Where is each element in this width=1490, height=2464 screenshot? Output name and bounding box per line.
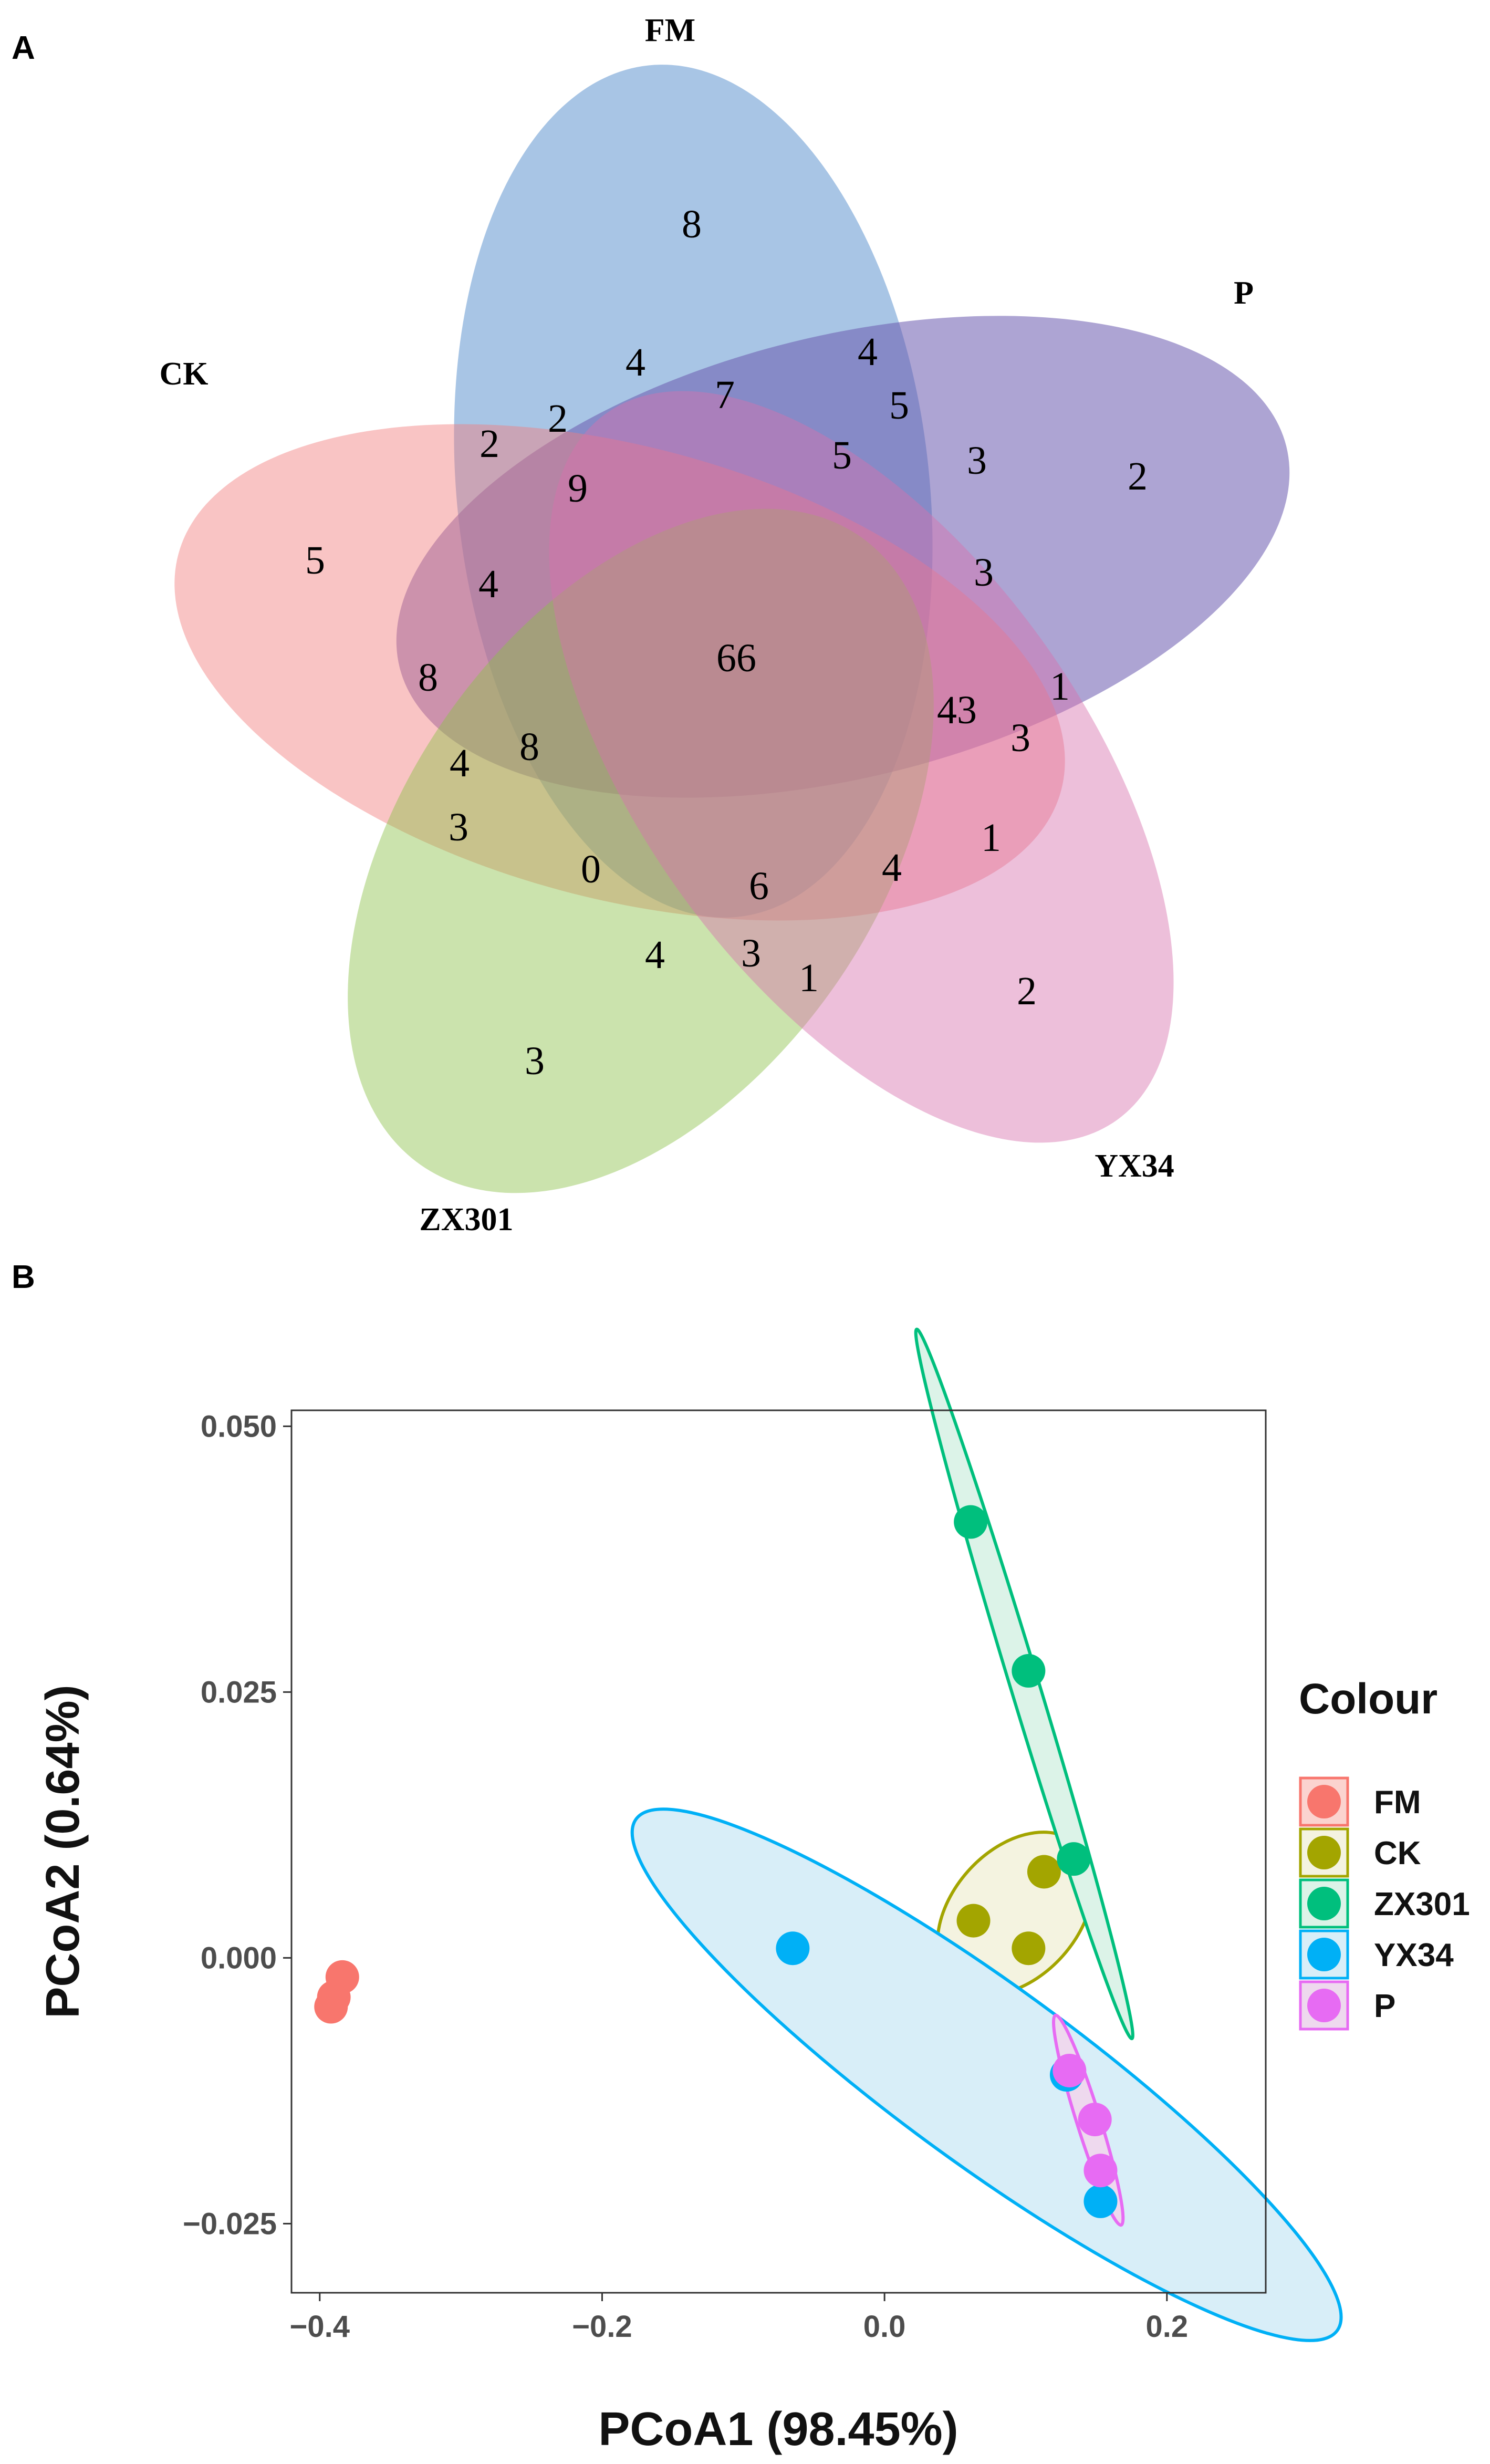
venn-count-region: 1 (799, 956, 819, 1000)
venn-count-region: 43 (937, 688, 977, 732)
point-ck (1012, 1931, 1046, 1966)
venn-count-region: 8 (418, 656, 438, 700)
legend-label-zx301: ZX301 (1374, 1886, 1470, 1922)
point-yx34 (776, 1931, 810, 1966)
venn-set-label-zx301: ZX301 (419, 1202, 513, 1238)
legend-label-p: P (1374, 1988, 1395, 2024)
venn-count-region: 8 (519, 725, 539, 769)
x-axis-title: PCoA1 (98.45%) (598, 2403, 958, 2456)
venn-count-region: 1 (1050, 664, 1070, 709)
point-ck (956, 1904, 991, 1938)
venn-count-region: 2 (548, 397, 568, 441)
venn-count-region: 3 (741, 931, 761, 975)
point-fm (325, 1960, 359, 1994)
x-tick-label: −0.4 (290, 2310, 350, 2344)
venn-count-region: 3 (974, 550, 994, 595)
legend-label-ck: CK (1374, 1835, 1421, 1872)
venn-count-region: 4 (645, 933, 665, 977)
ellipse-yx34 (630, 1807, 1343, 2342)
venn-count-zx301-only: 3 (525, 1039, 545, 1083)
point-zx301 (1012, 1654, 1046, 1688)
venn-count-fm-only: 8 (682, 202, 702, 246)
plot-frame (290, 1409, 1267, 2294)
venn-set-label-ck: CK (160, 356, 209, 392)
venn-diagram: FM P CK ZX301 YX34 8 2 5 3 2 66 4 4 7 5 … (160, 13, 1290, 1238)
point-ck (1027, 1855, 1061, 1889)
venn-set-label-yx34: YX34 (1095, 1148, 1174, 1184)
y-tick-label: 0.050 (201, 1409, 277, 1443)
y-tick-label: −0.025 (183, 2207, 277, 2241)
venn-ellipse-ck (174, 424, 1065, 921)
venn-count-region: 2 (480, 422, 499, 466)
x-axis: −0.4 −0.2 0.0 0.2 (290, 2293, 1188, 2344)
data-points (314, 1505, 1118, 2218)
venn-count-core: 66 (716, 636, 756, 680)
venn-count-region: 3 (967, 439, 987, 483)
venn-count-region: 3 (1010, 716, 1030, 760)
venn-count-region: 5 (832, 433, 852, 477)
x-tick-label: −0.2 (572, 2310, 632, 2344)
y-tick-label: 0.000 (201, 1941, 277, 1975)
point-p (1078, 2103, 1112, 2137)
venn-count-region: 4 (858, 330, 878, 374)
legend-marker-zx301 (1307, 1887, 1341, 1920)
venn-count-region: 0 (581, 847, 601, 891)
legend-label-fm: FM (1374, 1784, 1421, 1821)
venn-count-region: 5 (889, 383, 909, 428)
panel-a-label: A (12, 30, 35, 66)
legend-marker-p (1307, 1989, 1341, 2022)
venn-count-region: 3 (449, 805, 468, 849)
legend-marker-fm (1307, 1785, 1341, 1818)
venn-count-region: 1 (981, 816, 1001, 860)
point-yx34 (1083, 2184, 1118, 2218)
confidence-ellipses (630, 1327, 1343, 2342)
venn-count-region: 4 (478, 562, 498, 606)
venn-count-region: 4 (450, 741, 470, 785)
legend-marker-ck (1307, 1836, 1341, 1869)
legend-label-yx34: YX34 (1374, 1937, 1454, 1973)
y-axis: 0.050 0.025 0.000 −0.025 (183, 1409, 291, 2241)
legend-title: Colour (1299, 1675, 1437, 1723)
y-tick-label: 0.025 (201, 1675, 277, 1709)
venn-ellipse-p (396, 316, 1290, 798)
venn-count-yx34-only: 2 (1017, 969, 1037, 1013)
point-p (1053, 2053, 1087, 2087)
venn-count-region: 7 (715, 373, 735, 417)
y-axis-title: PCoA2 (0.64%) (37, 1685, 89, 2018)
venn-set-label-p: P (1234, 275, 1254, 311)
venn-count-ck-only: 5 (305, 538, 325, 583)
venn-count-region: 9 (568, 466, 588, 511)
panel-b-label: B (12, 1259, 35, 1295)
point-p (1083, 2154, 1118, 2188)
legend: FM CK ZX301 YX34 P (1299, 1776, 1470, 2031)
venn-count-p-only: 2 (1128, 454, 1148, 498)
x-tick-label: 0.0 (863, 2310, 906, 2344)
point-zx301 (954, 1505, 988, 1539)
venn-count-region: 4 (626, 340, 645, 384)
x-tick-label: 0.2 (1145, 2310, 1188, 2344)
venn-count-region: 4 (882, 846, 902, 890)
venn-set-label-fm: FM (645, 13, 695, 48)
venn-ellipse-yx34 (549, 391, 1174, 1143)
venn-count-region: 6 (749, 864, 769, 908)
legend-marker-yx34 (1307, 1938, 1341, 1971)
point-zx301 (1057, 1842, 1091, 1876)
venn-ellipse-zx301 (348, 508, 934, 1193)
